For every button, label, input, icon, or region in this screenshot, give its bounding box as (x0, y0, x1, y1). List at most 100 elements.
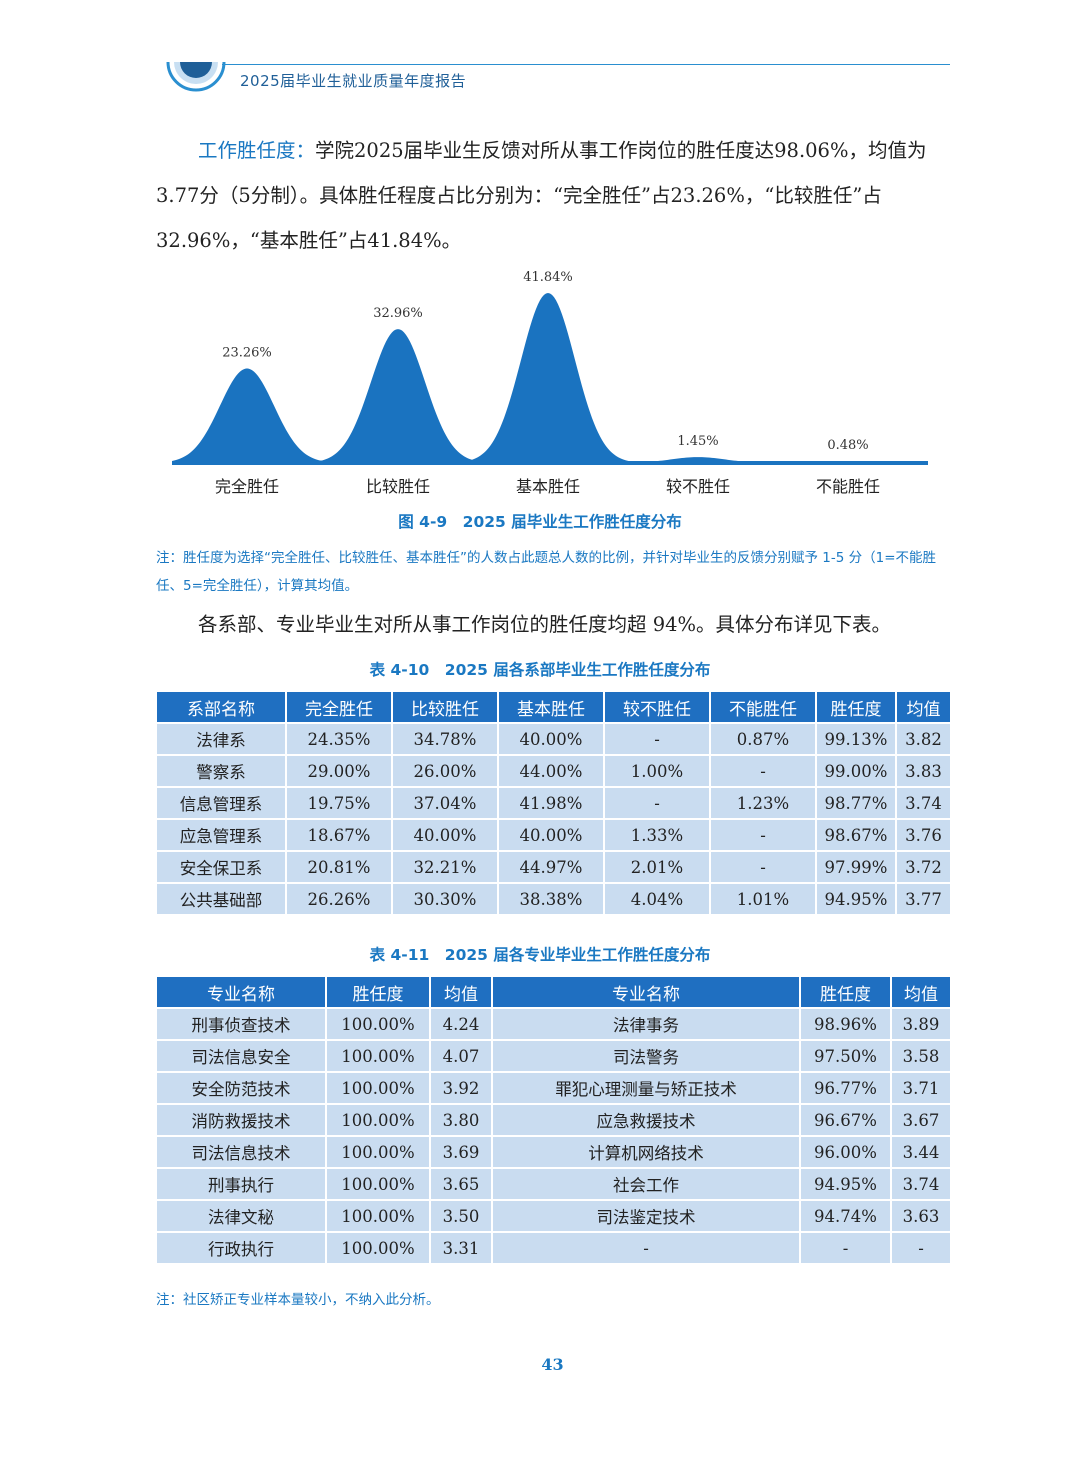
table-row: 司法信息安全 100.00% 4.07 司法警务 97.50% 3.58 (155, 1039, 952, 1073)
figure-caption: 图 4-9 2025 届毕业生工作胜任度分布 (398, 513, 682, 531)
table2-header-cell: 专业名称 (155, 975, 327, 1009)
data-label: 0.48% (827, 438, 868, 453)
table-cell: 3.83 (895, 754, 952, 788)
table-cell: 34.78% (391, 722, 499, 756)
category-label: 比较胜任 (366, 477, 430, 496)
table-cell: 38.38% (497, 882, 605, 916)
table-cell: 99.13% (815, 722, 897, 756)
table-cell: 3.74 (895, 786, 952, 820)
table-cell: 37.04% (391, 786, 499, 820)
table-cell: - (491, 1231, 801, 1265)
table-cell: 98.67% (815, 818, 897, 852)
table1-header-cell: 完全胜任 (285, 690, 393, 724)
table-cell: 社会工作 (491, 1167, 801, 1201)
table-cell: 94.95% (799, 1167, 892, 1201)
table-cell: 98.96% (799, 1007, 892, 1041)
table-row: 刑事执行 100.00% 3.65 社会工作 94.95% 3.74 (155, 1167, 952, 1201)
table-cell: 罪犯心理测量与矫正技术 (491, 1071, 801, 1105)
table-cell: 96.67% (799, 1103, 892, 1137)
table-cell: 应急管理系 (155, 818, 287, 852)
table-cell: 29.00% (285, 754, 393, 788)
table-cell: 1.01% (709, 882, 817, 916)
table-cell: 96.00% (799, 1135, 892, 1169)
table2-caption: 表 4-11 2025 届各专业毕业生工作胜任度分布 (369, 946, 711, 964)
table-cell: 97.50% (799, 1039, 892, 1073)
table-cell: 3.31 (429, 1231, 493, 1265)
table-cell: - (709, 850, 817, 884)
table-cell: 97.99% (815, 850, 897, 884)
competence-distribution-chart: 23.26% 完全胜任 32.96% 比较胜任 41.84% 基本胜任 1.45% 较不胜任 0… (172, 270, 928, 496)
table-cell: 98.77% (815, 786, 897, 820)
table-row: 警察系 29.00% 26.00% 44.00% 1.00% -99.00% 3.83 (155, 754, 952, 788)
table-cell: 3.65 (429, 1167, 493, 1201)
table-row: 安全防范技术 100.00% 3.92 罪犯心理测量与矫正技术 96.77% 3.71 (155, 1071, 952, 1105)
table2-header-cell: 专业名称 (491, 975, 801, 1009)
table2-header-cell: 胜任度 (325, 975, 431, 1009)
category-label: 完全胜任 (215, 477, 279, 496)
table1-header-cell: 不能胜任 (709, 690, 817, 724)
table-cell: 99.00% (815, 754, 897, 788)
intro-paragraph: 工作胜任度：学院2025届毕业生反馈对所从事工作岗位的胜任度达98.06%，均值… (156, 128, 956, 263)
table-cell: 信息管理系 (155, 786, 287, 820)
table-row: 刑事侦查技术 100.00% 4.24 法律事务 98.96% 3.89 (155, 1007, 952, 1041)
table-cell: 3.69 (429, 1135, 493, 1169)
table-cell: 刑事侦查技术 (155, 1007, 327, 1041)
table2-header-cell: 均值 (429, 975, 493, 1009)
table-row: 法律系 24.35% 34.78% 40.00% -0.87% 99.13% 3.82 (155, 722, 952, 756)
table-note: 注：社区矫正专业样本量较小，不纳入此分析。 (156, 1292, 440, 1308)
table-cell: 行政执行 (155, 1231, 327, 1265)
table-cell: 司法信息安全 (155, 1039, 327, 1073)
table-cell: 3.72 (895, 850, 952, 884)
table-cell: 3.67 (890, 1103, 952, 1137)
table-cell: 司法警务 (491, 1039, 801, 1073)
table-cell: 3.63 (890, 1199, 952, 1233)
table-cell: 安全防范技术 (155, 1071, 327, 1105)
table-cell: 应急救援技术 (491, 1103, 801, 1137)
table2-header-cell: 均值 (890, 975, 952, 1009)
figure-note: 注：胜任度为选择“完全胜任、比较胜任、基本胜任”的人数占此题总人数的比例，并针对… (156, 550, 937, 594)
table-cell: 公共基础部 (155, 882, 287, 916)
table-cell: 3.76 (895, 818, 952, 852)
data-label: 41.84% (523, 270, 573, 285)
table-cell: 4.07 (429, 1039, 493, 1073)
table-cell: 4.04% (603, 882, 711, 916)
data-label: 1.45% (677, 434, 718, 449)
table-row: 信息管理系 19.75% 37.04% 41.98% -1.23% 98.77% 3.74 (155, 786, 952, 820)
table-row: 安全保卫系 20.81% 32.21% 44.97% 2.01% -97.99% 3.72 (155, 850, 952, 884)
table-cell: 3.58 (890, 1039, 952, 1073)
table-cell: 18.67% (285, 818, 393, 852)
table-cell: 100.00% (325, 1103, 431, 1137)
table-cell: 2.01% (603, 850, 711, 884)
table-cell: 司法鉴定技术 (491, 1199, 801, 1233)
table-cell: 44.97% (497, 850, 605, 884)
table-cell: 100.00% (325, 1039, 431, 1073)
category-label: 基本胜任 (516, 477, 580, 496)
table-cell: 刑事执行 (155, 1167, 327, 1201)
table-cell: 26.26% (285, 882, 393, 916)
table-cell: 96.77% (799, 1071, 892, 1105)
chart-baseline (172, 461, 928, 465)
table-cell: 计算机网络技术 (491, 1135, 801, 1169)
table-row: 行政执行 100.00% 3.31- - - (155, 1231, 952, 1265)
table-cell: 1.00% (603, 754, 711, 788)
table1-caption: 表 4-10 2025 届各系部毕业生工作胜任度分布 (369, 661, 711, 679)
intro-lead: 工作胜任度： (198, 139, 316, 162)
table-cell: 3.74 (890, 1167, 952, 1201)
table-cell: - (709, 754, 817, 788)
table1-header-cell: 比较胜任 (391, 690, 499, 724)
table-cell: 法律文秘 (155, 1199, 327, 1233)
table-cell: 100.00% (325, 1199, 431, 1233)
table-cell: 3.89 (890, 1007, 952, 1041)
table-row: 司法信息技术 100.00% 3.69 计算机网络技术 96.00% 3.44 (155, 1135, 952, 1169)
table-cell: 94.95% (815, 882, 897, 916)
table-cell: 3.80 (429, 1103, 493, 1137)
table-cell: - (799, 1231, 892, 1265)
data-label: 23.26% (222, 345, 272, 360)
table-cell: 0.87% (709, 722, 817, 756)
distribution-area (172, 293, 928, 463)
table-cell: - (603, 786, 711, 820)
category-label: 不能胜任 (816, 477, 880, 496)
table-cell: 3.44 (890, 1135, 952, 1169)
table-cell: 1.23% (709, 786, 817, 820)
table-cell: 100.00% (325, 1135, 431, 1169)
